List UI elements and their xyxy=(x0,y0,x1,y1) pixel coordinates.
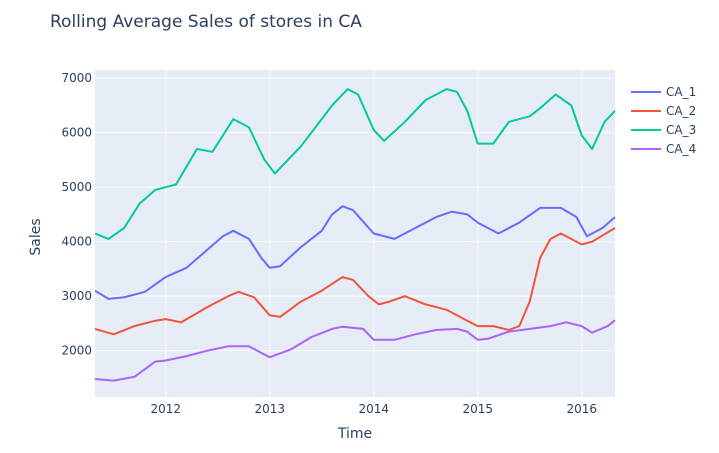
y-tick-label: 3000 xyxy=(61,289,92,303)
legend-label: CA_2 xyxy=(666,104,696,118)
x-tick-label: 2012 xyxy=(150,402,181,416)
legend: CA_1 CA_2 CA_3 CA_4 xyxy=(631,85,696,156)
x-axis-label: Time xyxy=(337,426,372,442)
legend-label: CA_4 xyxy=(666,142,696,156)
legend-label: CA_3 xyxy=(666,123,696,137)
y-tick-label: 4000 xyxy=(61,235,92,249)
x-tick-label: 2015 xyxy=(462,402,493,416)
y-tick-label: 5000 xyxy=(61,180,92,194)
y-tick-label: 7000 xyxy=(61,71,92,85)
x-tick-label: 2016 xyxy=(566,402,597,416)
legend-label: CA_1 xyxy=(666,85,696,99)
legend-item-ca-3[interactable]: CA_3 xyxy=(631,123,696,137)
legend-item-ca-2[interactable]: CA_2 xyxy=(631,104,696,118)
plot-area xyxy=(95,70,615,397)
legend-item-ca-1[interactable]: CA_1 xyxy=(631,85,696,99)
y-axis-label: Sales xyxy=(28,218,44,255)
y-axis: 2000 3000 4000 5000 6000 7000 xyxy=(61,71,92,358)
y-tick-label: 2000 xyxy=(61,344,92,358)
series-line-ca-1 xyxy=(94,205,616,300)
chart-title: Rolling Average Sales of stores in CA xyxy=(50,12,362,32)
series-line-ca-3 xyxy=(94,88,616,240)
series-line-ca-2 xyxy=(94,227,616,336)
legend-item-ca-4[interactable]: CA_4 xyxy=(631,142,696,156)
series-line-ca-4 xyxy=(94,319,616,382)
y-tick-label: 6000 xyxy=(61,126,92,140)
series-lines xyxy=(94,88,616,382)
x-tick-label: 2013 xyxy=(254,402,285,416)
grid xyxy=(95,70,615,397)
x-axis: 2012 2013 2014 2015 2016 xyxy=(150,402,597,416)
x-tick-label: 2014 xyxy=(358,402,389,416)
